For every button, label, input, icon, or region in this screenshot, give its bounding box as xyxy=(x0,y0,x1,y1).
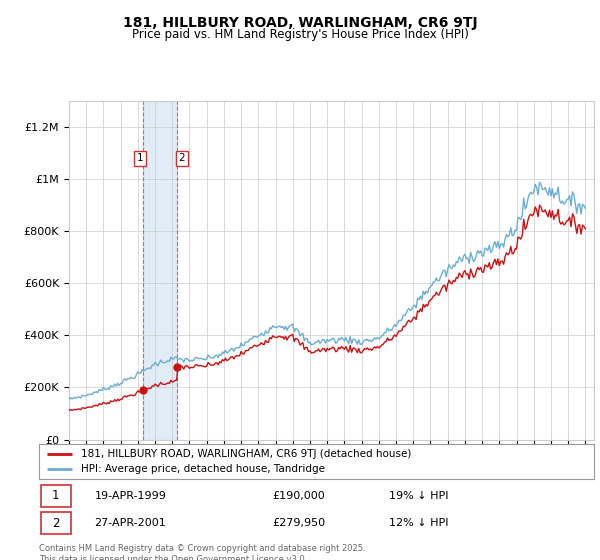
Text: 181, HILLBURY ROAD, WARLINGHAM, CR6 9TJ: 181, HILLBURY ROAD, WARLINGHAM, CR6 9TJ xyxy=(122,16,478,30)
Text: 19% ↓ HPI: 19% ↓ HPI xyxy=(389,491,448,501)
Text: 1: 1 xyxy=(52,489,59,502)
Text: 2: 2 xyxy=(52,517,59,530)
Bar xyxy=(143,101,177,440)
Text: HPI: Average price, detached house, Tandridge: HPI: Average price, detached house, Tand… xyxy=(80,464,325,474)
Text: Price paid vs. HM Land Registry's House Price Index (HPI): Price paid vs. HM Land Registry's House … xyxy=(131,28,469,41)
Text: 181, HILLBURY ROAD, WARLINGHAM, CR6 9TJ (detached house): 181, HILLBURY ROAD, WARLINGHAM, CR6 9TJ … xyxy=(80,449,411,459)
Text: 2: 2 xyxy=(178,153,185,164)
Text: 19-APR-1999: 19-APR-1999 xyxy=(95,491,166,501)
Text: 12% ↓ HPI: 12% ↓ HPI xyxy=(389,519,448,528)
Text: Contains HM Land Registry data © Crown copyright and database right 2025.
This d: Contains HM Land Registry data © Crown c… xyxy=(39,544,365,560)
Text: 1: 1 xyxy=(137,153,143,164)
Bar xyxy=(41,512,71,534)
Text: 27-APR-2001: 27-APR-2001 xyxy=(95,519,166,528)
Text: £190,000: £190,000 xyxy=(272,491,325,501)
Text: £279,950: £279,950 xyxy=(272,519,325,528)
Bar xyxy=(41,485,71,507)
